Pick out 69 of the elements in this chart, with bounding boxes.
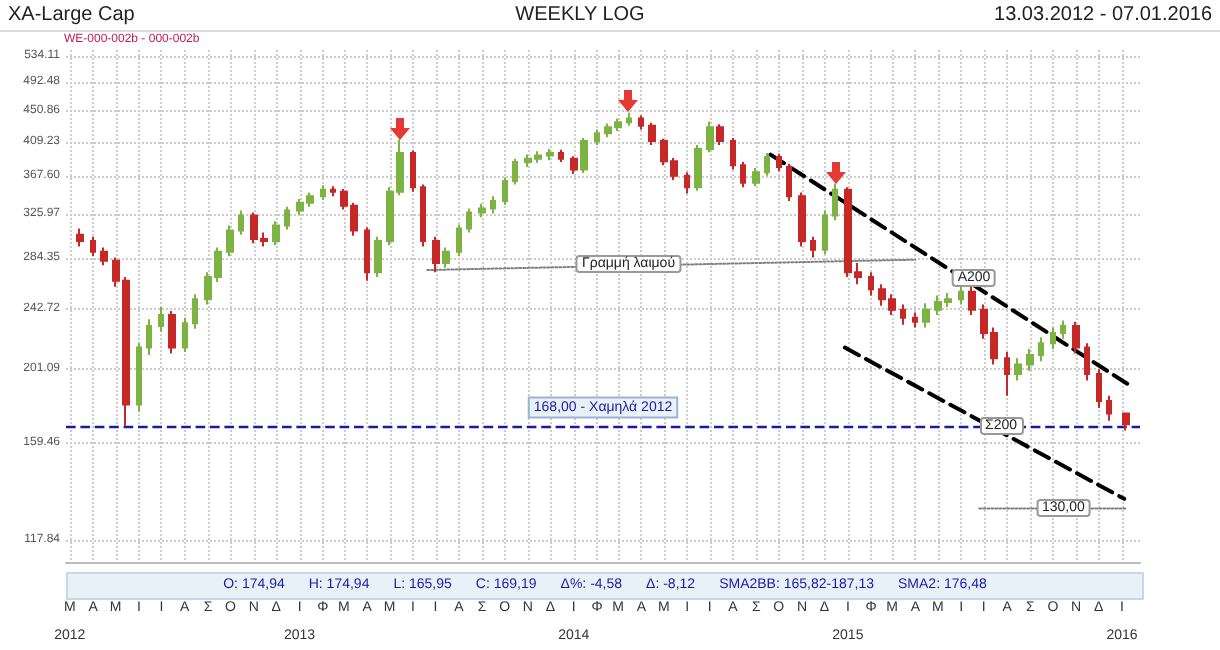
- candlestick: [648, 121, 656, 146]
- candlestick: [922, 302, 930, 329]
- candlestick: [810, 235, 816, 259]
- chart-subtitle: WEEKLY LOG: [515, 4, 645, 26]
- candlestick: [968, 285, 976, 317]
- candlestick: [1122, 412, 1130, 432]
- candlestick: [466, 207, 472, 234]
- candlestick: [764, 151, 770, 177]
- candlestick: [320, 184, 326, 202]
- candlestick: [442, 246, 450, 269]
- candlestick: [490, 195, 496, 215]
- candlestick: [694, 143, 702, 192]
- candlestick: [100, 246, 108, 267]
- candlestick: [626, 111, 632, 127]
- candlestick: [1038, 336, 1044, 363]
- candlestick: [594, 128, 600, 146]
- candlestick: [330, 185, 336, 198]
- candlestick: [1050, 326, 1056, 351]
- text: 13.03.2012 - 07.01.2016: [994, 4, 1212, 26]
- candlestick: [420, 183, 426, 248]
- candlestick: [832, 182, 838, 222]
- candlestick: [272, 220, 280, 247]
- candlestick: [432, 235, 440, 274]
- candlestick: [1026, 348, 1034, 372]
- candlestick: [1014, 357, 1022, 382]
- candlestick: [364, 226, 370, 282]
- candlestick: [238, 209, 244, 236]
- candlestick: [1084, 342, 1090, 382]
- candlestick: [158, 306, 164, 333]
- candlestick: [1072, 320, 1080, 355]
- candlestick: [740, 161, 746, 189]
- candlestick: [1106, 394, 1112, 422]
- candlestick: [502, 176, 508, 206]
- candlestick: [1004, 351, 1010, 397]
- candlestick: [776, 152, 782, 173]
- candlestick: [456, 223, 462, 258]
- candlestick: [638, 114, 644, 131]
- candlestick: [284, 205, 290, 231]
- candlestick: [868, 271, 874, 297]
- candlestick: [410, 149, 416, 193]
- candlestick: [900, 303, 906, 326]
- candlestick: [798, 191, 806, 248]
- candlestick: [684, 171, 690, 195]
- candlestick: [716, 123, 724, 146]
- candlestick: [786, 162, 792, 202]
- candlestick: [730, 136, 736, 171]
- candlestick: [1096, 368, 1102, 410]
- candlestick: [512, 157, 518, 186]
- candlestick: [374, 235, 382, 279]
- candlestick: [752, 166, 760, 188]
- candlestick: [136, 342, 142, 413]
- candlestick: [168, 310, 176, 355]
- candlestick: [558, 148, 564, 164]
- candlestick: [958, 284, 964, 306]
- candlestick: [76, 227, 84, 248]
- candlestick: [570, 155, 578, 175]
- candlestick: [146, 318, 152, 357]
- candlestick: [192, 293, 198, 330]
- candlestick: [912, 311, 918, 329]
- candlestick: [580, 136, 588, 175]
- chart-title: XA-Large Cap: [8, 4, 135, 26]
- candlestick: [478, 202, 486, 219]
- candlestick: [546, 147, 554, 162]
- candlestick: [226, 224, 234, 258]
- candlestick: [90, 235, 96, 258]
- candlestick: [822, 209, 828, 256]
- candlestick: [1060, 319, 1066, 340]
- candlestick: [706, 120, 714, 154]
- candlestick: [182, 316, 188, 354]
